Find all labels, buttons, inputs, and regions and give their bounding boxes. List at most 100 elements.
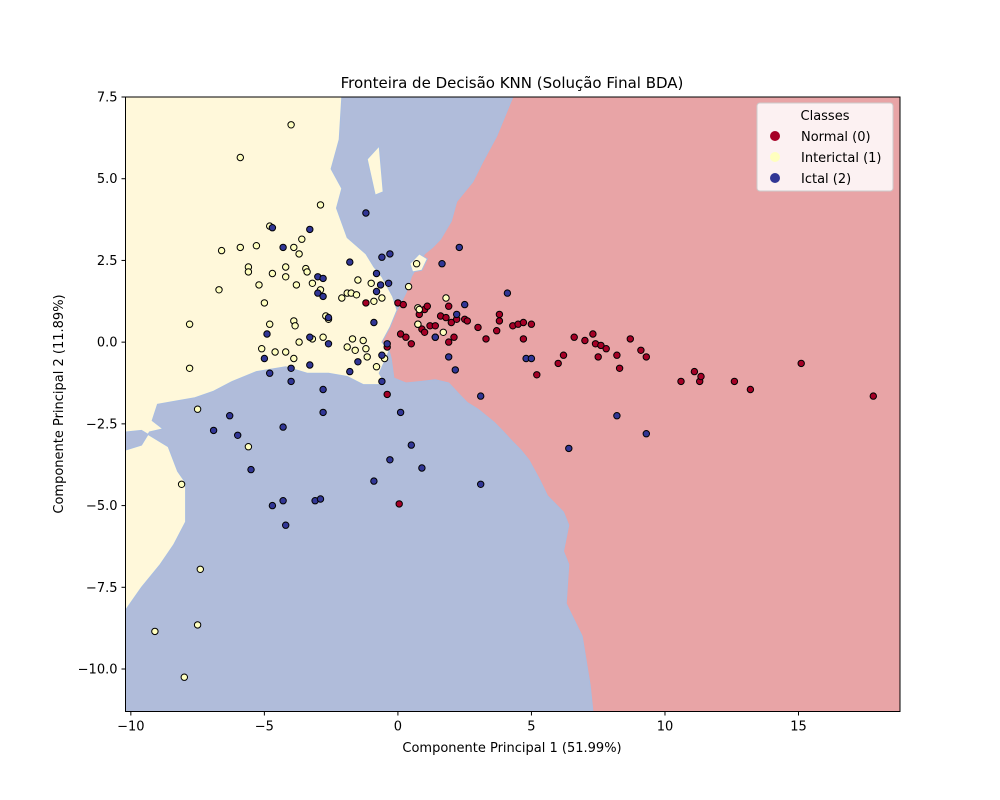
x-tick-label: 10: [657, 720, 674, 735]
data-point-ictal: [376, 281, 385, 289]
legend-entry-normal: Normal (0): [801, 130, 871, 145]
data-point-interictal: [370, 297, 378, 305]
data-point-ictal: [282, 521, 290, 529]
data-point-interictal: [196, 565, 205, 573]
data-point-ictal: [527, 354, 536, 363]
data-point-interictal: [378, 294, 386, 302]
scatter-points: [151, 121, 877, 681]
data-point-normal: [447, 318, 455, 327]
data-point-ictal: [451, 366, 459, 374]
data-point-ictal: [266, 369, 274, 377]
data-point-ictal: [234, 431, 242, 439]
data-point-ictal: [279, 423, 287, 431]
data-point-interictal: [367, 279, 375, 287]
data-point-normal: [690, 367, 699, 376]
data-point-normal: [570, 333, 578, 341]
data-point-normal: [519, 318, 528, 327]
data-point-ictal: [378, 351, 386, 359]
data-point-interictal: [351, 346, 359, 354]
data-point-interictal: [348, 335, 357, 343]
data-point-ictal: [324, 313, 333, 322]
data-point-ictal: [319, 292, 327, 301]
data-point-interictal: [362, 345, 370, 353]
data-point-interictal: [352, 291, 361, 299]
plot-area: [125, 97, 900, 712]
data-point-interictal: [354, 276, 362, 284]
data-point-ictal: [279, 497, 287, 505]
data-point-ictal: [306, 361, 314, 369]
series-interictal: [151, 121, 450, 681]
data-point-normal: [445, 302, 453, 310]
data-point-ictal: [268, 224, 277, 232]
data-point-interictal: [290, 354, 298, 363]
data-point-ictal: [370, 477, 378, 485]
data-point-normal: [362, 299, 370, 307]
data-point-interictal: [414, 320, 422, 328]
legend: Classes Normal (0) Interictal (1) Ictal …: [756, 102, 894, 192]
data-point-ictal: [268, 501, 277, 510]
decision-region-normal: [381, 97, 900, 712]
data-point-normal: [615, 364, 624, 372]
data-point-normal: [402, 333, 410, 341]
data-point-interictal: [282, 263, 290, 271]
y-tick-label: 5.0: [97, 172, 118, 187]
data-point-interictal: [217, 246, 226, 255]
data-point-normal: [463, 317, 471, 325]
data-point-normal: [420, 328, 429, 336]
data-point-ictal: [372, 287, 381, 296]
data-point-interictal: [291, 322, 299, 330]
legend-marker-ictal: [770, 173, 780, 183]
data-point-interictal: [319, 333, 327, 341]
data-point-interictal: [215, 286, 223, 294]
y-axis-label: Componente Principal 2 (11.89%): [52, 294, 67, 513]
y-tick-label: −5.0: [86, 499, 118, 514]
data-point-normal: [442, 313, 450, 322]
data-point-ictal: [287, 364, 295, 372]
legend-entry-interictal: Interictal (1): [801, 151, 882, 166]
data-point-interictal: [338, 294, 346, 302]
data-point-normal: [589, 330, 597, 338]
data-point-ictal: [642, 430, 650, 438]
data-point-interictal: [268, 269, 277, 278]
data-point-normal: [581, 336, 589, 345]
data-point-interictal: [308, 279, 317, 287]
data-point-ictal: [565, 444, 573, 453]
data-point-normal: [495, 317, 504, 325]
data-point-normal: [527, 320, 536, 328]
data-point-normal: [450, 333, 458, 341]
data-point-ictal: [354, 358, 362, 366]
data-point-ictal: [346, 258, 354, 266]
data-point-ictal: [477, 480, 485, 488]
data-point-ictal: [362, 209, 370, 217]
data-point-normal: [399, 300, 407, 309]
data-point-ictal: [438, 260, 446, 268]
data-point-interictal: [282, 348, 290, 356]
legend-marker-normal: [770, 131, 780, 141]
legend-marker-interictal: [770, 152, 780, 162]
data-point-ictal: [378, 253, 386, 261]
data-point-normal: [697, 372, 705, 381]
data-point-interictal: [255, 281, 263, 289]
data-point-interictal: [404, 282, 413, 291]
series-normal: [362, 299, 877, 508]
data-point-interictal: [282, 273, 290, 281]
data-point-normal: [554, 359, 562, 368]
y-tick-label: −2.5: [86, 417, 118, 432]
data-point-interictal: [415, 305, 423, 314]
data-point-ictal: [287, 377, 295, 386]
data-point-ictal: [319, 385, 327, 394]
y-tick-label: 0.0: [97, 336, 118, 351]
data-point-ictal: [319, 274, 327, 283]
data-point-interictal: [295, 338, 303, 346]
data-point-interictal: [363, 353, 371, 361]
data-point-normal: [495, 310, 504, 319]
data-point-normal: [445, 338, 453, 346]
data-point-interictal: [236, 153, 245, 162]
data-point-normal: [431, 322, 439, 330]
x-axis-label: Componente Principal 1 (51.99%): [402, 741, 621, 756]
data-point-ictal: [306, 225, 314, 234]
data-point-normal: [613, 351, 621, 359]
data-point-interictal: [290, 243, 298, 252]
data-point-normal: [594, 353, 602, 361]
